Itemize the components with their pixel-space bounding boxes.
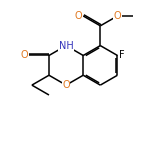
Text: NH: NH: [59, 41, 73, 51]
Text: O: O: [75, 11, 82, 21]
Text: O: O: [114, 11, 121, 21]
Text: F: F: [119, 50, 125, 60]
Text: O: O: [62, 80, 70, 90]
Text: O: O: [21, 50, 28, 60]
